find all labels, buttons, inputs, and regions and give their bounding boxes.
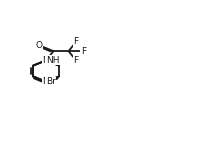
Text: NH: NH [46,56,60,65]
Text: F: F [81,47,86,56]
Text: Br: Br [46,77,56,86]
Text: N: N [43,56,49,65]
Text: F: F [74,56,79,65]
Text: O: O [36,41,43,50]
Text: N: N [43,77,49,86]
Text: F: F [74,37,79,46]
